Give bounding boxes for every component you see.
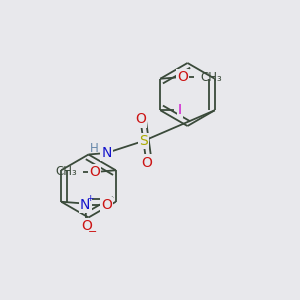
Text: CH₃: CH₃ bbox=[56, 165, 77, 178]
Text: O: O bbox=[135, 112, 146, 126]
Text: CH₃: CH₃ bbox=[200, 71, 222, 84]
Text: N: N bbox=[101, 146, 112, 160]
Text: O: O bbox=[141, 156, 152, 170]
Text: H: H bbox=[89, 142, 98, 155]
Text: O: O bbox=[89, 165, 100, 179]
Text: +: + bbox=[86, 194, 94, 203]
Text: S: S bbox=[139, 134, 148, 148]
Text: I: I bbox=[178, 103, 182, 117]
Text: N: N bbox=[80, 198, 90, 212]
Text: O: O bbox=[177, 70, 188, 84]
Text: O: O bbox=[101, 198, 112, 212]
Text: O: O bbox=[81, 219, 92, 233]
Text: −: − bbox=[87, 227, 97, 237]
